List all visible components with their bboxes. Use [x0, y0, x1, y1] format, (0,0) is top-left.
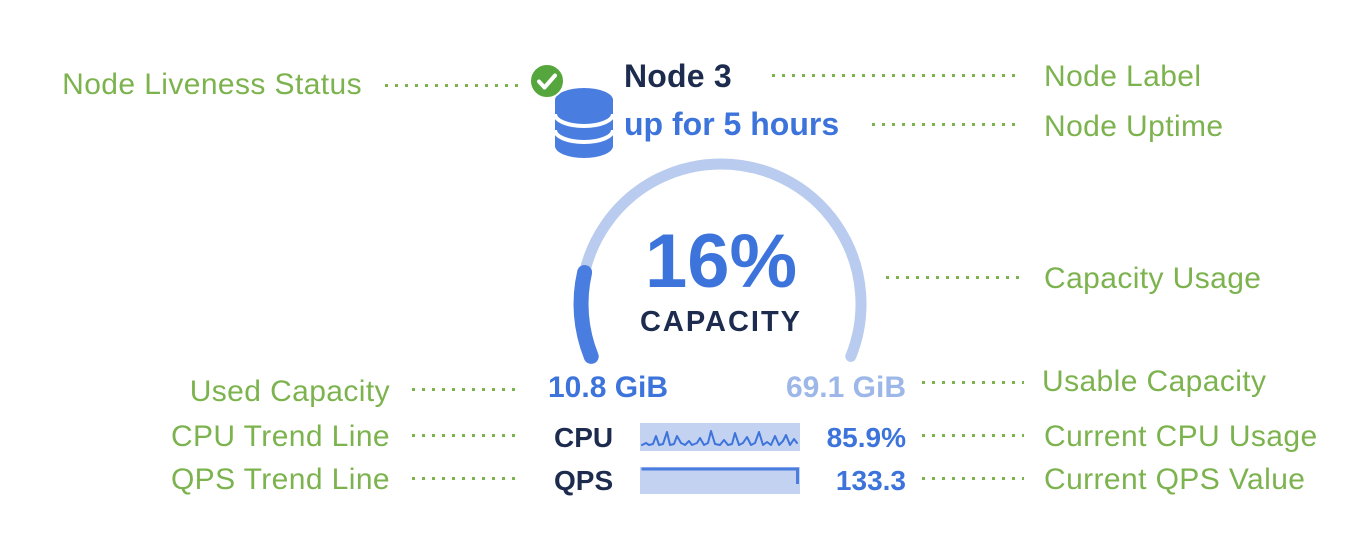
annotation-cpu-trend-line: CPU Trend Line	[170, 420, 390, 453]
annotation-current-qps-value: Current QPS Value	[1044, 463, 1306, 496]
qps-label: QPS	[554, 465, 614, 496]
cpu-value: 85.9%	[826, 422, 906, 453]
capacity-caption: CAPACITY	[639, 306, 803, 338]
annotation-current-cpu-usage: Current CPU Usage	[1044, 420, 1318, 453]
annotation-used-capacity: Used Capacity	[189, 375, 390, 408]
qps-value: 133.3	[835, 465, 906, 496]
leader-line-node-liveness	[385, 84, 518, 87]
leader-line-current-cpu	[922, 434, 1024, 437]
leader-line-qps-trend	[412, 477, 522, 480]
leader-line-used-capacity	[412, 388, 522, 391]
capacity-gauge	[573, 158, 867, 364]
node-label: Node 3	[624, 58, 732, 94]
leader-line-capacity-usage	[886, 276, 1026, 279]
qps-trendline	[640, 467, 800, 494]
annotation-capacity-usage: Capacity Usage	[1044, 262, 1262, 295]
leader-line-usable-capacity	[922, 381, 1024, 384]
leader-line-node-uptime	[872, 123, 1018, 126]
cpu-sparkline	[640, 423, 800, 451]
database-icon	[553, 88, 615, 158]
used-capacity-value: 10.8 GiB	[548, 371, 669, 404]
node-uptime: up for 5 hours	[624, 106, 840, 142]
annotation-node-uptime: Node Uptime	[1044, 110, 1224, 143]
annotation-usable-capacity: Usable Capacity	[1042, 365, 1267, 398]
annotation-node-label: Node Label	[1044, 60, 1202, 93]
capacity-percent: 16%	[644, 219, 798, 304]
annotation-qps-trend-line: QPS Trend Line	[170, 463, 390, 496]
leader-line-current-qps	[922, 477, 1024, 480]
check-circle-icon	[529, 63, 565, 99]
annotation-node-liveness-status: Node Liveness Status	[62, 68, 362, 101]
cpu-label: CPU	[554, 422, 614, 453]
gauge-fill-arc	[573, 265, 599, 364]
leader-line-node-label	[772, 74, 1018, 77]
usable-capacity-value: 69.1 GiB	[785, 371, 906, 404]
leader-line-cpu-trend	[412, 434, 522, 437]
